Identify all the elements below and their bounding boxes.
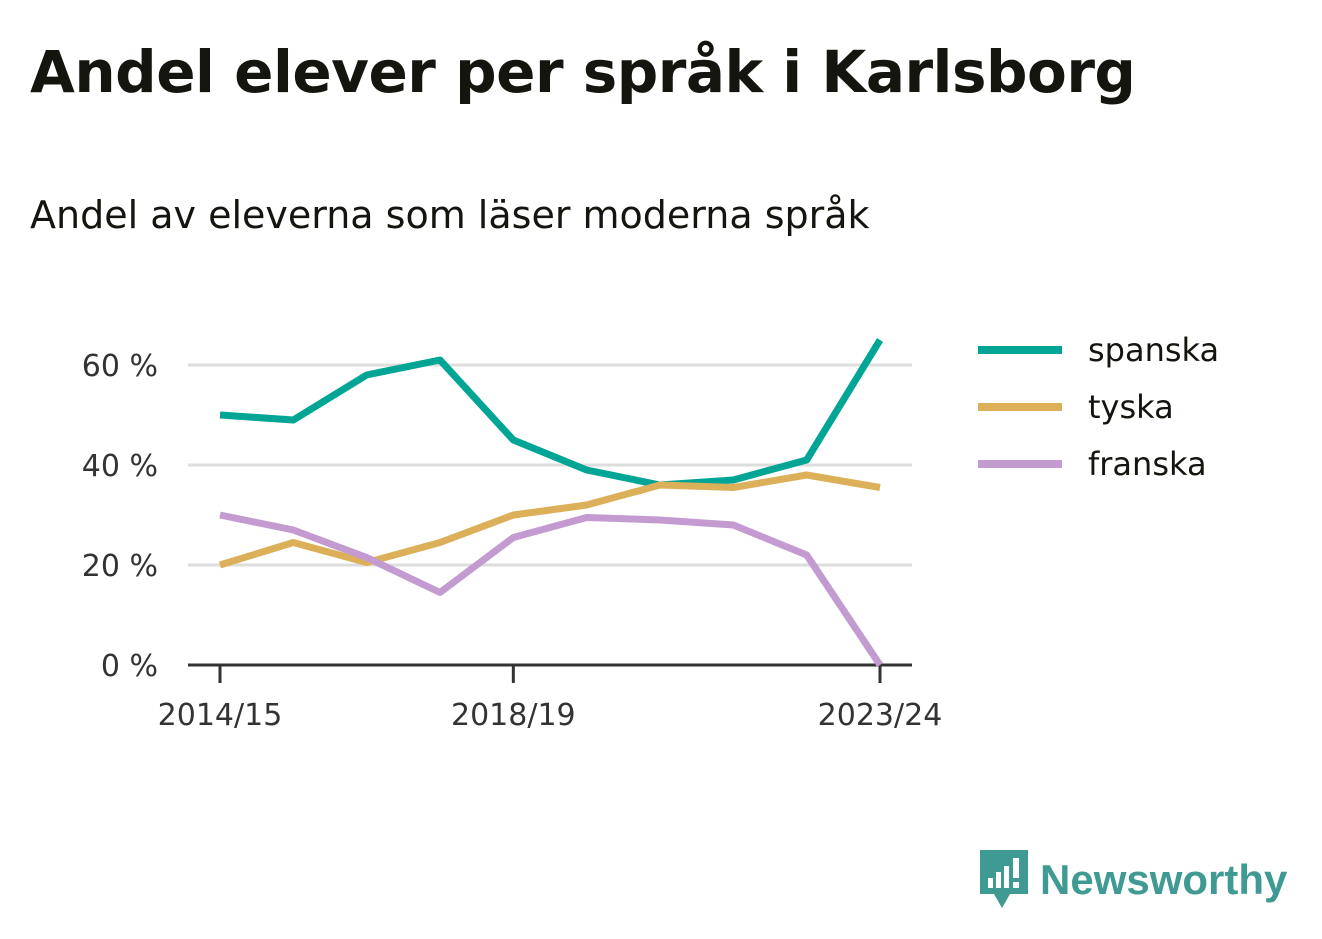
brand-name: Newsworthy	[1040, 856, 1288, 903]
x-axis-ticks: 2014/15 2018/19 2023/24	[158, 665, 943, 733]
legend-label-spanska: spanska	[1088, 331, 1219, 369]
newsworthy-brand: Newsworthy	[980, 850, 1287, 910]
x-tick-label: 2023/24	[818, 698, 943, 733]
series-line-tyska	[218, 471, 881, 569]
y-tick-label: 40 %	[82, 449, 158, 484]
series-line-spanska	[219, 338, 883, 489]
chart-subtitle: Andel av eleverna som läser moderna språ…	[30, 193, 870, 237]
series-lines	[218, 338, 883, 667]
x-tick-label: 2018/19	[451, 698, 576, 733]
chart-title: Andel elever per språk i Karlsborg	[30, 38, 1136, 106]
legend-label-tyska: tyska	[1088, 388, 1174, 426]
y-tick-label: 0 %	[101, 649, 158, 684]
x-tick-label: 2014/15	[158, 698, 283, 733]
newsworthy-logo-icon	[980, 850, 1028, 908]
y-tick-label: 60 %	[82, 349, 158, 384]
y-axis-ticks: 0 % 20 % 40 % 60 %	[82, 349, 158, 684]
gridlines	[188, 363, 912, 567]
legend-label-franska: franska	[1088, 445, 1207, 483]
y-tick-label: 20 %	[82, 549, 158, 584]
series-line-franska	[219, 511, 883, 667]
legend: spanska tyska franska	[978, 331, 1219, 483]
